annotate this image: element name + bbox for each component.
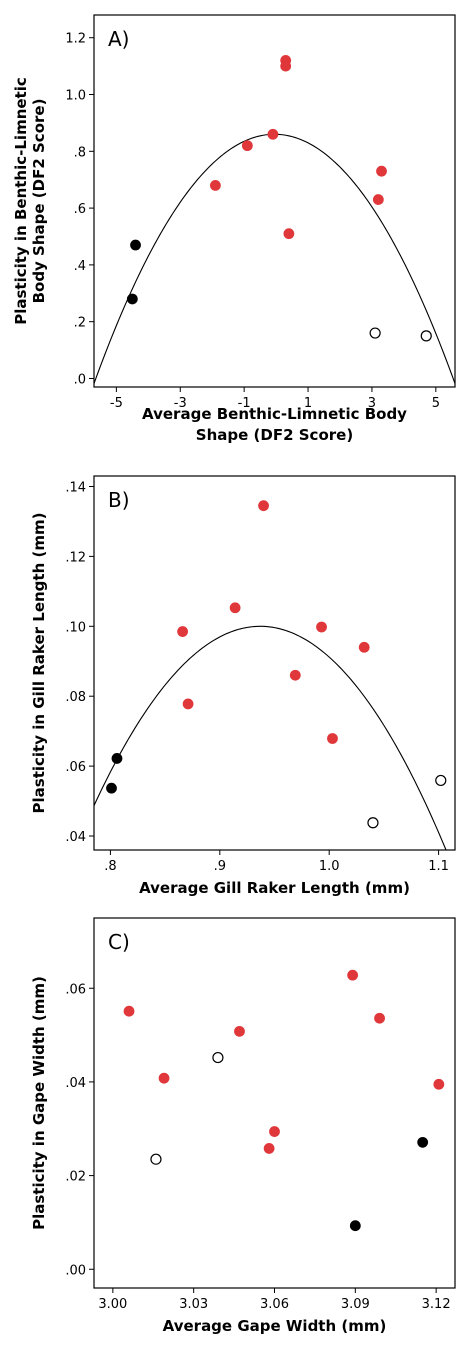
plot-frame [93,14,456,388]
x-axis-label: Average Gape Width (mm) [163,1317,387,1335]
data-point [376,165,387,177]
data-point [150,1153,162,1165]
data-point [417,1136,429,1148]
x-axis-label: Average Gill Raker Length (mm) [139,879,410,897]
y-tick-label: .4 [74,259,86,274]
data-point [420,330,432,342]
x-tick-label: 1.0 [319,859,340,874]
data-point [358,641,370,653]
x-tick-label: 5 [432,396,440,411]
chart-panel-2: B) .8 .9 1.0 1.1 .04 .06 .08 .10 .12 .14 Average Gi… [30,475,456,897]
panel-label: C) [108,930,130,954]
y-tick-label: .02 [65,1170,86,1185]
x-tick-label: 3.09 [341,1297,370,1312]
panel-label: A) [108,27,129,51]
data-point [209,179,221,191]
y-tick-label: .12 [65,550,86,565]
data-point [263,1143,275,1154]
data-point [229,602,241,614]
data-point [106,782,117,794]
x-tick-label: -5 [110,396,123,411]
y-tick-label: .2 [74,316,86,331]
y-tick-label: .06 [65,760,86,775]
data-point [283,228,295,240]
data-point [435,774,447,787]
x-tick-label: -3 [174,396,187,411]
y-tick-label: .0 [74,372,86,387]
x-tick-label: 3.00 [98,1297,127,1312]
data-point [212,1051,224,1064]
y-tick-label: .00 [65,1263,86,1278]
data-point [130,239,141,251]
x-tick-label: .9 [214,859,226,874]
chart-panel-1: A) -5 -3 -1 1 3 5 .0 .2 .4 .6 .8 1.0 1.2 Average Benth… [12,14,456,444]
x-axis-label-line-2: Shape (DF2 Score) [196,426,353,444]
x-tick-label: 3.06 [260,1297,289,1312]
data-point [123,1005,135,1017]
x-tick-label: 3 [368,396,376,411]
x-tick-label: 1.1 [428,859,449,874]
x-tick-label: 3.03 [179,1297,208,1312]
data-point [158,1072,170,1084]
data-point [316,621,327,633]
plot-frame [93,475,456,851]
data-point [126,293,138,305]
data-point [258,500,269,512]
y-tick-label: .8 [74,145,86,160]
data-point [327,733,338,744]
y-tick-label: .14 [65,480,86,495]
x-axis-label: Average Benthic-Limnetic Body [142,405,407,423]
y-tick-label: .08 [65,690,86,705]
x-tick-label: 3.12 [422,1297,451,1312]
data-point [433,1078,445,1090]
fit-curve [94,133,455,384]
data-point [372,194,384,205]
data-point [241,140,253,152]
data-point [374,1012,385,1024]
data-point [349,1220,361,1232]
x-tick-label: -1 [238,396,251,411]
data-point [111,753,123,764]
y-tick-label: .6 [74,202,86,217]
data-point [369,327,381,339]
data-point [269,1126,280,1137]
data-point [234,1025,245,1037]
y-tick-label: .06 [65,982,86,997]
chart-panel-3: C) 3.00 3.03 3.06 3.09 3.12 .00 .02 .04 .06 Averag… [30,917,456,1335]
fit-curve [94,625,447,850]
y-tick-label: 1.2 [65,32,86,47]
y-axis-label: Plasticity in Gape Width (mm) [30,976,48,1230]
plot-frame [93,917,456,1289]
data-point [347,969,359,981]
y-tick-label: .04 [65,830,86,845]
x-tick-label: .8 [104,859,116,874]
data-point [280,60,292,72]
y-axis-label-line-2: Body Shape (DF2 Score) [30,99,48,304]
data-point [367,817,379,829]
y-tick-label: 1.0 [65,89,86,104]
data-point [267,128,279,140]
panel-label: B) [108,488,130,512]
y-tick-label: .10 [65,620,86,635]
y-axis-label: Plasticity in Benthic-Limnetic [12,77,30,325]
data-point [289,669,301,681]
y-axis-label: Plasticity in Gill Raker Length (mm) [30,513,48,814]
y-tick-label: .04 [65,1076,86,1091]
x-tick-label: 1 [304,396,312,411]
data-point [182,698,194,710]
data-point [177,626,189,637]
